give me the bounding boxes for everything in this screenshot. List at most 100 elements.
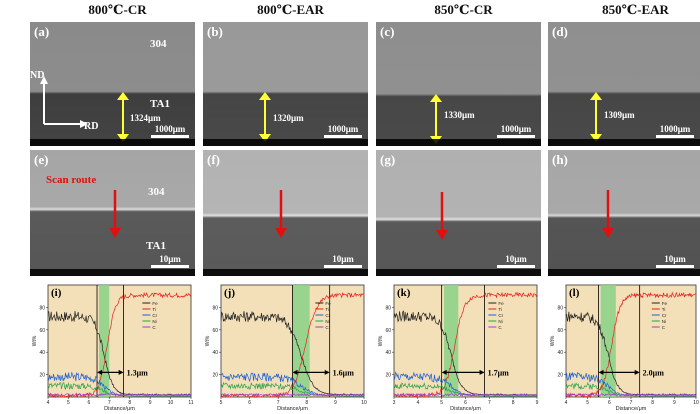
legend-label: C (498, 325, 502, 330)
plot-area (393, 284, 538, 398)
scale-bar: 10μm (151, 254, 189, 268)
diffusion-band (99, 285, 110, 397)
x-tick-label: 5 (440, 400, 443, 406)
x-tick-label: 8 (512, 400, 515, 406)
scale-label: 10μm (505, 254, 527, 264)
scale-label: 1000μm (154, 124, 186, 134)
series-c (393, 392, 538, 397)
scale-label: 10μm (159, 254, 181, 264)
series-c (565, 392, 697, 397)
x-tick-label: 9 (334, 400, 337, 406)
panel-c: (c) 1330μm 1000μm (376, 22, 541, 146)
width-label: 1.3μm (127, 368, 149, 377)
axis-label-nd: ND (30, 70, 45, 81)
x-tick-label: 8 (305, 400, 308, 406)
y-axis-label: Wt% (550, 335, 556, 346)
legend-label: Cr (662, 313, 667, 318)
y-tick-label: 60 (557, 328, 563, 334)
legend-label: Fe (662, 301, 668, 306)
scan-arrow (275, 190, 287, 238)
panel-label-g: (g) (380, 152, 396, 167)
x-tick-label: 7 (488, 400, 491, 406)
legend-label: Cr (325, 313, 330, 318)
legend-label: Ni (662, 319, 666, 324)
x-tick-label: 7 (277, 400, 280, 406)
scale-label: 1000μm (659, 124, 691, 134)
x-tick-label: 7 (630, 400, 633, 406)
x-tick-label: 6 (248, 400, 251, 406)
layer-label-304: 304 (148, 186, 165, 198)
x-tick-label: 9 (149, 400, 152, 406)
plot-area (47, 284, 192, 398)
panel-label-d: (d) (552, 24, 568, 39)
panel-a: (a) 304 TA1 ND RD 1324μm 1000μm (30, 22, 195, 146)
x-tick-label: 8 (128, 400, 131, 406)
scale-bar: 10μm (656, 254, 694, 268)
scale-label: 1000μm (327, 124, 359, 134)
scale-label: 1000μm (500, 124, 532, 134)
y-tick-label: 20 (39, 373, 45, 379)
scan-arrow (602, 190, 614, 238)
x-tick-label: 11 (188, 400, 193, 406)
series-c (220, 392, 365, 397)
column-title-3: 850℃-CR (434, 2, 493, 17)
legend-label: Fe (152, 301, 158, 306)
scan-route-label: Scan route (46, 174, 97, 186)
x-tick-label: 10 (361, 400, 367, 406)
y-tick-label: 40 (557, 350, 563, 356)
x-axis-label: Distance/μm (104, 406, 135, 411)
linescan-chart-2: 5 6 7 8 9 10 20 40 60 80 Wt% Distance/μm (j) FeTiCrNi… (205, 284, 367, 411)
legend-label: Ni (498, 319, 502, 324)
legend-label: Ni (325, 319, 329, 324)
legend-label: Fe (325, 301, 331, 306)
thickness-arrow (430, 94, 442, 144)
thickness-value: 1309μm (604, 110, 635, 120)
x-tick-label: 4 (416, 400, 419, 406)
panel-d: (d) 1309μm 1000μm (548, 22, 700, 146)
panel-label: (k) (397, 287, 411, 299)
column-title-1: 800℃-CR (88, 2, 147, 17)
x-tick-label: 5 (220, 400, 223, 406)
thickness-arrow (590, 92, 602, 142)
axis-label-rd: RD (84, 121, 99, 132)
panel-label: (j) (224, 287, 235, 299)
x-tick-label: 8 (651, 400, 654, 406)
scale-bar: 1000μm (656, 124, 694, 138)
x-tick-label: 6 (464, 400, 467, 406)
y-tick-label: 60 (212, 328, 218, 334)
scale-label: 10μm (332, 254, 354, 264)
width-label: 2.0μm (643, 368, 665, 377)
panel-f: (f) 10μm (203, 150, 368, 276)
x-tick-label: 3 (393, 400, 396, 406)
x-tick-label: 7 (108, 400, 111, 406)
legend-label: Ti (498, 307, 502, 312)
scale-bar: 1000μm (151, 124, 189, 138)
legend-label: Fe (498, 301, 504, 306)
series-ni (220, 381, 364, 397)
linescan-chart-1: 4 5 6 7 8 9 10 1120406080Wt%Distance/μm(i)FeTiC… (32, 284, 194, 411)
panel-b: (b) 1320μm 1000μm (203, 22, 368, 146)
column-title-2: 800℃-EAR (257, 2, 324, 17)
panel-label-b: (b) (207, 24, 223, 39)
column-title-4: 850℃-EAR (602, 2, 669, 17)
y-tick-label: 40 (39, 350, 45, 356)
width-label: 1.7μm (488, 368, 510, 377)
scan-arrow (436, 192, 448, 240)
x-tick-label: 4 (47, 400, 50, 406)
x-tick-label: 9 (673, 400, 676, 406)
scale-bar: 10μm (324, 254, 362, 268)
y-axis-label: Wt% (32, 335, 38, 346)
legend-label: Ni (152, 319, 156, 324)
series-ti (565, 291, 697, 399)
legend-label: C (662, 325, 666, 330)
x-tick-label: 5 (586, 400, 589, 406)
y-axis-label: Wt% (205, 335, 211, 346)
panel-label-a: (a) (34, 24, 50, 39)
scan-arrow (109, 190, 121, 238)
panel-label-c: (c) (380, 24, 395, 39)
y-tick-label: 40 (385, 350, 391, 356)
panel-label: (l) (569, 287, 580, 299)
legend-label: Ti (325, 307, 329, 312)
layer-label-304: 304 (150, 38, 167, 50)
plot-area (565, 284, 697, 398)
